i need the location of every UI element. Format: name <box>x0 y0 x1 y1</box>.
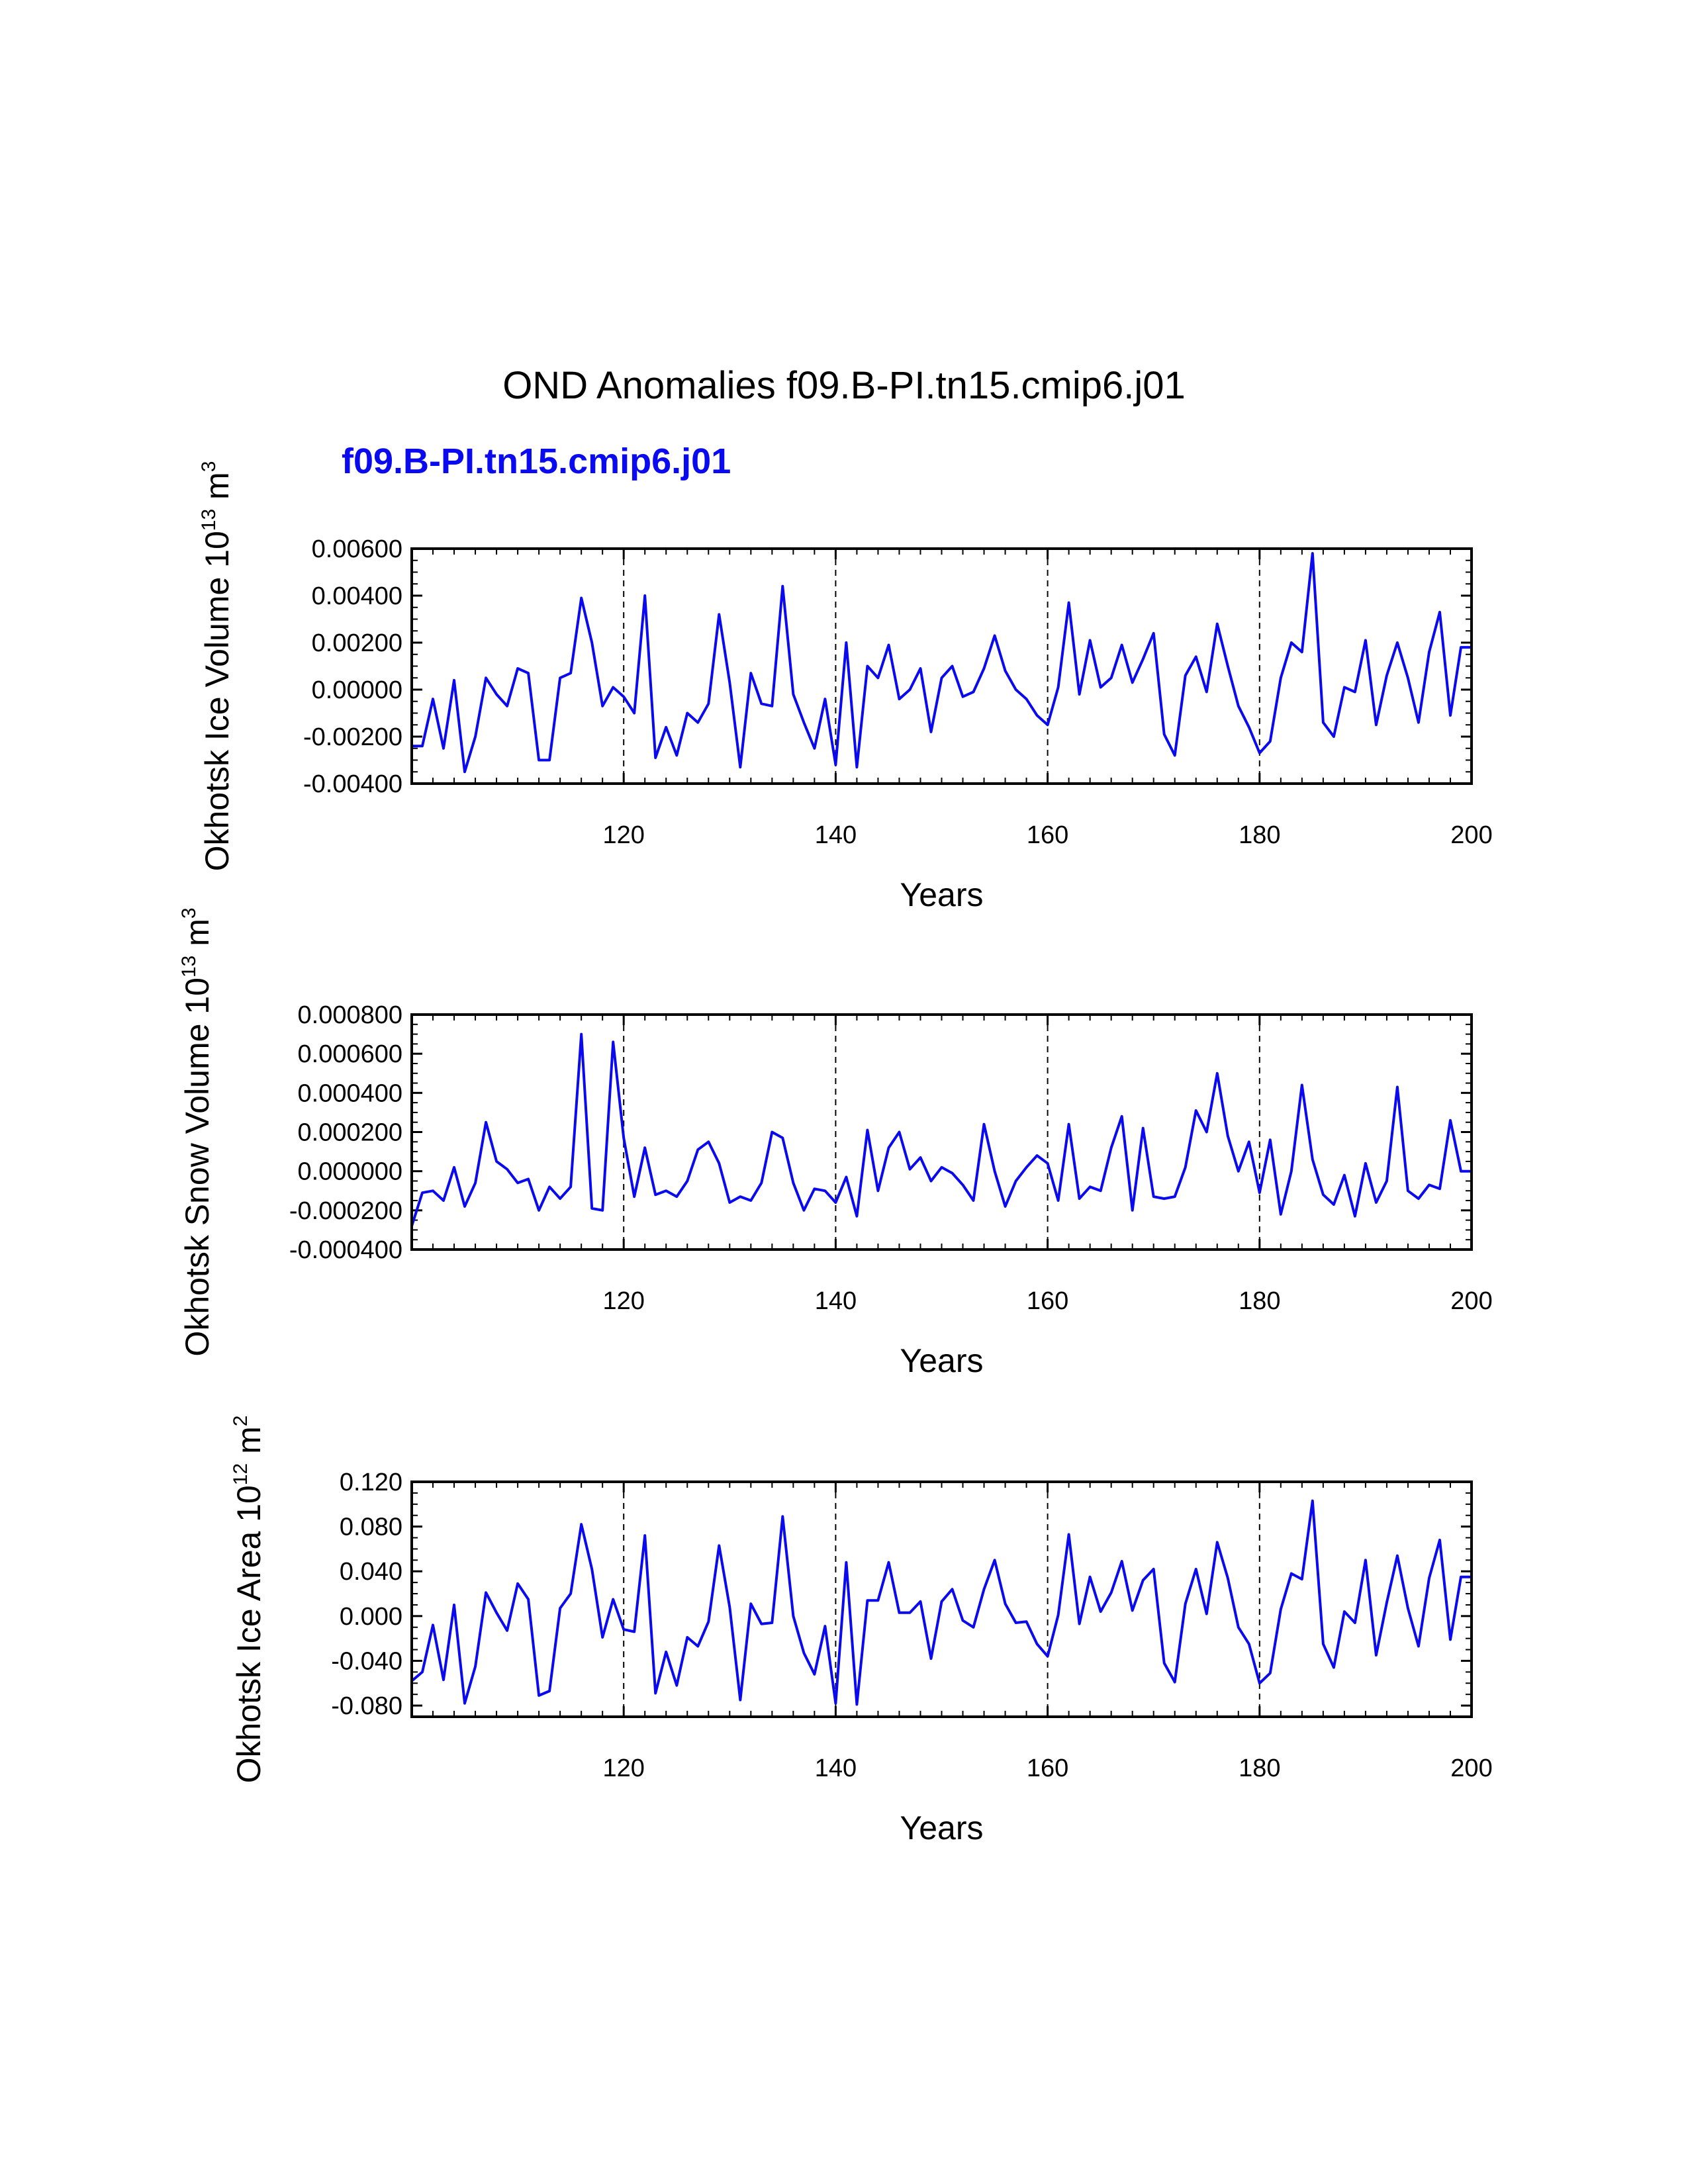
panels: 120 140 160 180 200 -0.00400 -0.00200 0.00000 0.… <box>178 461 1493 1846</box>
y-tick-label: 0.120 <box>340 1469 402 1496</box>
y-axis-label: Okhotsk Snow Volume 1013 m3 <box>178 907 216 1356</box>
y-tick-label: 0.00000 <box>312 676 402 704</box>
x-tick-label: 180 <box>1239 1287 1280 1315</box>
x-tick-label: 120 <box>602 1287 644 1315</box>
x-tick-label: 180 <box>1239 821 1280 849</box>
y-tick-label: 0.000200 <box>298 1119 403 1147</box>
y-tick-label: -0.000400 <box>289 1236 402 1264</box>
chart-subtitle: f09.B-PI.tn15.cmip6.j01 <box>342 441 731 481</box>
y-axis-label-superscript: 12 <box>230 1463 252 1485</box>
y-axis-label-superscript: 3 <box>178 907 200 919</box>
panel-3: 120 140 160 180 200 -0.080 -0.040 0.000 0.040 0.0… <box>230 1416 1493 1846</box>
data-series-line <box>410 1499 1472 1706</box>
y-tick-label: 0.040 <box>340 1558 402 1586</box>
y-tick-label: 0.000800 <box>298 1001 403 1029</box>
y-axis-label-part: Okhotsk Ice Volume 10 <box>199 531 236 871</box>
y-axis-label-superscript: 13 <box>198 509 220 531</box>
y-axis-label: Okhotsk Ice Area 1012 m2 <box>230 1416 267 1784</box>
x-tick-label: 160 <box>1027 1287 1068 1315</box>
y-tick-label: 0.00400 <box>312 582 402 610</box>
x-tick-label: 160 <box>1027 1754 1068 1782</box>
x-tick-label: 180 <box>1239 1754 1280 1782</box>
y-tick-label: 0.000000 <box>298 1158 403 1186</box>
x-tick-label: 140 <box>815 821 857 849</box>
panel-2: 120 140 160 180 200 -0.000400 -0.000200 0.00000… <box>178 907 1493 1379</box>
x-tick-label: 140 <box>815 1754 857 1782</box>
y-axis-label: Okhotsk Ice Volume 1013 m3 <box>198 461 236 872</box>
x-tick-label: 200 <box>1450 1287 1492 1315</box>
y-axis-label-superscript: 2 <box>230 1416 252 1427</box>
y-tick-label: 0.000600 <box>298 1040 403 1068</box>
x-axis-label: Years <box>900 1809 983 1846</box>
x-tick-label: 120 <box>602 821 644 849</box>
y-tick-label: -0.080 <box>331 1692 402 1720</box>
y-tick-label: 0.00600 <box>312 535 402 563</box>
y-tick-label: 0.080 <box>340 1514 402 1541</box>
x-tick-label: 200 <box>1450 821 1492 849</box>
y-tick-label: 0.000 <box>340 1603 402 1631</box>
y-tick-label: -0.040 <box>331 1647 402 1675</box>
y-tick-label: 0.00200 <box>312 629 402 657</box>
panel-1: 120 140 160 180 200 -0.00400 -0.00200 0.00000 0.… <box>198 461 1493 913</box>
y-axis-label-part: Okhotsk Snow Volume 10 <box>179 978 216 1357</box>
data-series-line <box>412 552 1472 774</box>
y-tick-label: -0.00200 <box>303 723 402 751</box>
y-tick-label: -0.000200 <box>289 1197 402 1225</box>
y-axis-label-part: m <box>230 1426 267 1463</box>
y-tick-label: -0.00400 <box>303 770 402 798</box>
chart-main-title: OND Anomalies f09.B-PI.tn15.cmip6.j01 <box>502 364 1186 407</box>
y-tick-label: 0.000400 <box>298 1079 403 1107</box>
plot-frame <box>410 1480 1473 1718</box>
x-tick-label: 160 <box>1027 821 1068 849</box>
x-tick-label: 120 <box>602 1754 644 1782</box>
y-axis-label-part: m <box>199 472 236 509</box>
y-axis-label-superscript: 13 <box>178 956 200 978</box>
x-axis-label: Years <box>900 876 983 913</box>
y-axis-label-part: m <box>179 919 216 956</box>
data-series-line <box>410 1032 1472 1227</box>
y-axis-label-superscript: 3 <box>198 461 220 473</box>
plot-frame <box>410 547 1473 785</box>
x-tick-label: 200 <box>1450 1754 1492 1782</box>
y-axis-label-part: Okhotsk Ice Area 10 <box>230 1485 267 1783</box>
x-tick-label: 140 <box>815 1287 857 1315</box>
x-axis-label: Years <box>900 1342 983 1379</box>
plot-frame <box>410 1013 1473 1251</box>
